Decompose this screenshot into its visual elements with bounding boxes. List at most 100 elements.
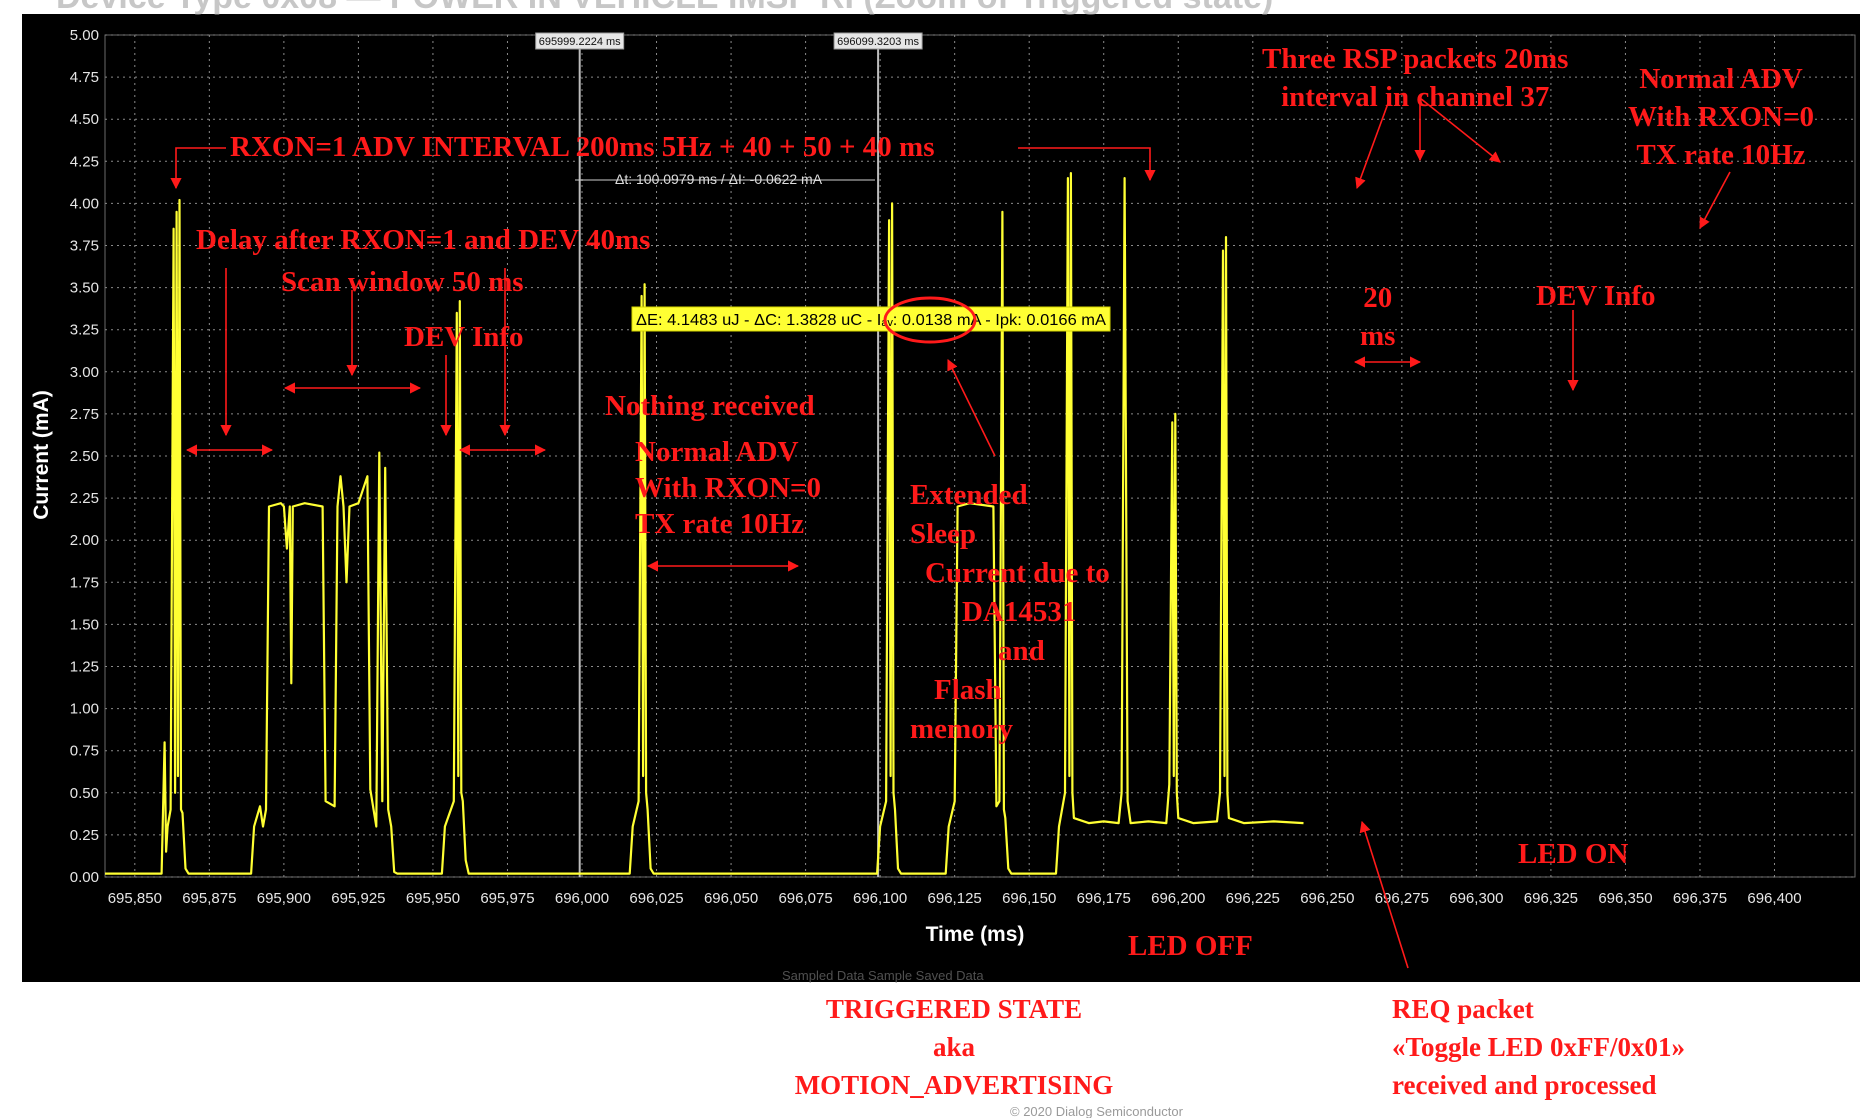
label-extended-sleep-line1: Extended bbox=[910, 479, 1028, 511]
label-20ms-line2: ms bbox=[1360, 320, 1396, 352]
label-normal-adv-mid: Normal ADV With RXON=0 TX rate 10Hz bbox=[635, 434, 821, 542]
x-tick-labels: 695,850 695,875 695,900 695,925 695,950 695,9… bbox=[108, 890, 1802, 907]
x-tick-label: 696,325 bbox=[1524, 890, 1578, 907]
arrow-adv-right bbox=[1018, 147, 1156, 182]
x-tick-label: 696,025 bbox=[629, 890, 683, 907]
y-tick-label: 4.00 bbox=[70, 195, 99, 212]
x-tick-label: 696,250 bbox=[1300, 890, 1354, 907]
y-tick-label: 1.00 bbox=[70, 701, 99, 718]
cursor-label: 696099.3203 ms bbox=[837, 36, 919, 48]
y-tick-labels: 0.00 0.25 0.50 0.75 1.00 1.25 1.50 1.75 2.00 2.25… bbox=[70, 27, 99, 886]
y-tick-label: 3.75 bbox=[70, 238, 99, 255]
x-axis-title: Time (ms) bbox=[926, 923, 1025, 946]
y-tick-label: 3.25 bbox=[70, 322, 99, 339]
arrow-adv-left bbox=[170, 147, 226, 190]
x-tick-label: 696,375 bbox=[1673, 890, 1727, 907]
x-tick-label: 695,900 bbox=[257, 890, 311, 907]
label-extended-sleep: Extended Sleep Current due to DA14531 an… bbox=[910, 476, 1110, 749]
arrow-sleep-pointer bbox=[947, 358, 996, 457]
x-tick-label: 696,175 bbox=[1077, 890, 1131, 907]
series-line bbox=[105, 172, 1304, 875]
x-tick-label: 696,075 bbox=[778, 890, 832, 907]
x-tick-label: 696,350 bbox=[1598, 890, 1652, 907]
label-delay-after: Delay after RXON=1 and DEV 40ms bbox=[196, 224, 651, 256]
label-triggered-line3: MOTION_ADVERTISING bbox=[794, 1070, 1114, 1100]
label-led-on: LED ON bbox=[1518, 838, 1629, 870]
y-tick-label: 3.50 bbox=[70, 280, 99, 297]
y-tick-label: 1.25 bbox=[70, 659, 99, 676]
y-tick-label: 2.50 bbox=[70, 448, 99, 465]
arrow-normal-adv-right bbox=[1699, 171, 1731, 229]
label-req-line2: «Toggle LED 0xFF/0x01» bbox=[1392, 1032, 1686, 1062]
y-tick-label: 4.25 bbox=[70, 153, 99, 170]
label-req-line1: REQ packet bbox=[1392, 994, 1534, 1024]
label-three-rsp-line1: Three RSP packets 20ms bbox=[1262, 43, 1569, 75]
y-tick-label: 3.00 bbox=[70, 364, 99, 381]
x-tick-label: 696,300 bbox=[1449, 890, 1503, 907]
label-led-off: LED OFF bbox=[1128, 930, 1253, 962]
y-tick-label: 5.00 bbox=[70, 27, 99, 44]
y-tick-label: 4.75 bbox=[70, 69, 99, 86]
footer-faint-left: Sampled Data Sample Saved Data bbox=[782, 968, 984, 983]
arrow-rsp-1 bbox=[1355, 97, 1391, 190]
label-dev-info-right: DEV Info bbox=[1536, 280, 1656, 312]
y-gridlines bbox=[105, 34, 1855, 878]
y-axis-title: Current (mA) bbox=[30, 390, 53, 520]
x-tick-label: 696,100 bbox=[853, 890, 907, 907]
header-title: Device Type 0x08 — POWER IN VEHICLE IMSP… bbox=[56, 0, 1273, 17]
label-extended-sleep-line7: memory bbox=[910, 713, 1014, 745]
cursor-label-box[interactable] bbox=[833, 32, 923, 50]
label-normal-adv-mid-line3: TX rate 10Hz bbox=[635, 508, 805, 540]
cursor-delta-text: Δt: 100.0979 ms / ΔI: -0.0622 mA bbox=[615, 171, 823, 187]
measurement-text: ΔE: 4.1483 uJ - ΔC: 1.3828 uC - Iₐᵥ: 0.0… bbox=[636, 312, 1106, 329]
label-triggered-line1: TRIGGERED STATE bbox=[825, 994, 1083, 1024]
x-tick-label: 696,150 bbox=[1002, 890, 1056, 907]
y-tick-label: 2.25 bbox=[70, 490, 99, 507]
label-20ms: 20 ms bbox=[1360, 279, 1395, 355]
label-scan-window: Scan window 50 ms bbox=[281, 266, 524, 298]
x-tick-label: 696,400 bbox=[1747, 890, 1801, 907]
x-tick-label: 696,125 bbox=[928, 890, 982, 907]
label-extended-sleep-line2: Sleep bbox=[910, 518, 977, 550]
arrow-req-pointer bbox=[1359, 820, 1409, 969]
label-triggered-line2: aka bbox=[932, 1032, 976, 1062]
y-tick-label: 0.25 bbox=[70, 827, 99, 844]
annotation-arrows bbox=[170, 97, 1731, 969]
cursor-label-box[interactable] bbox=[535, 32, 625, 50]
y-tick-label: 1.50 bbox=[70, 616, 99, 633]
avg-highlight-ellipse bbox=[883, 296, 977, 344]
x-tick-label: 695,975 bbox=[480, 890, 534, 907]
x-tick-label: 696,050 bbox=[704, 890, 758, 907]
label-normal-adv-mid-line1: Normal ADV bbox=[635, 436, 799, 468]
label-normal-adv-right-line3: TX rate 10Hz bbox=[1636, 139, 1806, 171]
label-three-rsp-line2: interval in channel 37 bbox=[1281, 81, 1550, 113]
label-nothing-received: Nothing received bbox=[605, 390, 815, 422]
x-gridlines bbox=[134, 35, 1776, 877]
footer-faint-bottom: © 2020 Dialog Semiconductor bbox=[1010, 1104, 1183, 1118]
cursor-label: 695999.2224 ms bbox=[539, 36, 621, 48]
x-tick-label: 695,875 bbox=[182, 890, 236, 907]
label-normal-adv-right: Normal ADV With RXON=0 TX rate 10Hz bbox=[1628, 60, 1814, 174]
x-tick-label: 696,225 bbox=[1226, 890, 1280, 907]
label-adv-interval: RXON=1 ADV INTERVAL 200ms 5Hz + 40 + 50 … bbox=[230, 131, 935, 163]
y-tick-label: 0.75 bbox=[70, 743, 99, 760]
label-req-line3: received and processed bbox=[1392, 1070, 1657, 1100]
label-req-packet: REQ packet «Toggle LED 0xFF/0x01» receiv… bbox=[1392, 990, 1685, 1104]
label-normal-adv-right-line1: Normal ADV bbox=[1639, 63, 1803, 95]
x-tick-label: 695,925 bbox=[331, 890, 385, 907]
y-tick-label: 2.75 bbox=[70, 406, 99, 423]
label-dev-info-left: DEV Info bbox=[404, 321, 524, 353]
x-tick-label: 696,000 bbox=[555, 890, 609, 907]
arrow-rsp-3 bbox=[1419, 97, 1501, 163]
label-normal-adv-mid-line2: With RXON=0 bbox=[635, 472, 821, 504]
y-tick-label: 0.00 bbox=[70, 869, 99, 886]
label-extended-sleep-line3: Current due to bbox=[925, 557, 1110, 589]
x-tick-label: 696,200 bbox=[1151, 890, 1205, 907]
cursors[interactable]: 695999.2224 ms 696099.3203 ms bbox=[535, 32, 923, 877]
y-tick-label: 4.50 bbox=[70, 111, 99, 128]
measurement-box bbox=[631, 306, 1111, 332]
x-tick-label: 695,950 bbox=[406, 890, 460, 907]
label-20ms-line1: 20 bbox=[1363, 282, 1393, 314]
